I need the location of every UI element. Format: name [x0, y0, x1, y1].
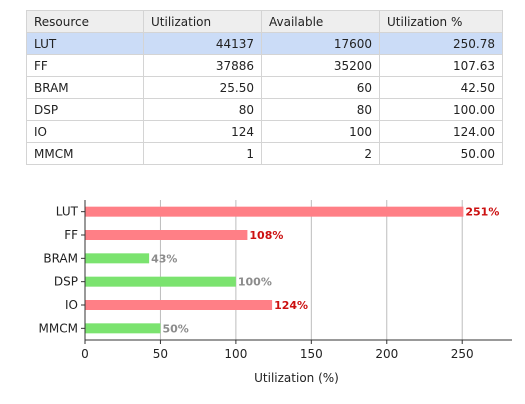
cell-available: 60 [261, 76, 380, 99]
table-row[interactable]: FF 37886 35200 107.63 [26, 54, 503, 77]
category-label: FF [64, 228, 78, 242]
cell-utilization: 1 [143, 142, 262, 165]
table-row[interactable]: DSP 80 80 100.00 [26, 98, 503, 121]
bar-bram [85, 253, 150, 264]
table-row[interactable]: LUT 44137 17600 250.78 [26, 32, 503, 55]
bar-ff [85, 230, 248, 240]
cell-utilization-percent: 100.00 [379, 98, 503, 121]
table-row[interactable]: MMCM 1 2 50.00 [26, 142, 503, 165]
cell-available: 100 [261, 120, 380, 143]
category-label: IO [65, 298, 78, 312]
cell-resource: MMCM [26, 142, 144, 165]
cell-available: 35200 [261, 54, 380, 77]
cell-utilization: 44137 [143, 32, 262, 55]
cell-utilization-percent: 250.78 [379, 32, 503, 55]
table-row[interactable]: BRAM 25.50 60 42.50 [26, 76, 503, 99]
table-row[interactable]: IO 124 100 124.00 [26, 120, 503, 143]
value-label: 124% [274, 299, 308, 312]
x-tick-label: 0 [81, 347, 89, 361]
value-label: 100% [238, 276, 272, 289]
x-tick-label: 150 [300, 347, 323, 361]
cell-available: 80 [261, 98, 380, 121]
value-label: 251% [465, 206, 499, 219]
cell-utilization-percent: 124.00 [379, 120, 503, 143]
x-tick-label: 200 [375, 347, 398, 361]
value-label: 50% [162, 322, 188, 335]
table-header-row: Resource Utilization Available Utilizati… [26, 10, 503, 33]
header-utilization-percent[interactable]: Utilization % [379, 10, 503, 33]
category-label: DSP [54, 275, 78, 289]
cell-available: 2 [261, 142, 380, 165]
x-tick-label: 250 [451, 347, 474, 361]
header-resource[interactable]: Resource [26, 10, 144, 33]
category-label: LUT [56, 205, 79, 219]
x-axis-title: Utilization (%) [254, 371, 339, 385]
utilization-table: Resource Utilization Available Utilizati… [26, 10, 503, 165]
cell-resource: LUT [26, 32, 144, 55]
cell-utilization-percent: 107.63 [379, 54, 503, 77]
cell-resource: DSP [26, 98, 144, 121]
category-label: BRAM [43, 251, 78, 265]
value-label: 108% [249, 229, 283, 242]
cell-resource: BRAM [26, 76, 144, 99]
x-tick-label: 100 [224, 347, 247, 361]
header-available[interactable]: Available [261, 10, 380, 33]
cell-resource: FF [26, 54, 144, 77]
cell-available: 17600 [261, 32, 380, 55]
x-tick-label: 50 [153, 347, 168, 361]
cell-utilization: 124 [143, 120, 262, 143]
header-utilization[interactable]: Utilization [143, 10, 262, 33]
bar-io [85, 300, 273, 310]
utilization-bar-chart: LUT 251% FF 108% BRAM 43% DSP 100% IO 124% MMCM 50%… [39, 200, 512, 385]
cell-utilization: 37886 [143, 54, 262, 77]
bar-mmcm [85, 323, 161, 334]
cell-utilization: 80 [143, 98, 262, 121]
category-label: MMCM [39, 321, 78, 335]
value-label: 43% [151, 252, 177, 265]
bar-dsp [85, 276, 236, 287]
bar-lut [85, 206, 464, 217]
cell-utilization-percent: 50.00 [379, 142, 503, 165]
cell-utilization: 25.50 [143, 76, 262, 99]
cell-utilization-percent: 42.50 [379, 76, 503, 99]
cell-resource: IO [26, 120, 144, 143]
